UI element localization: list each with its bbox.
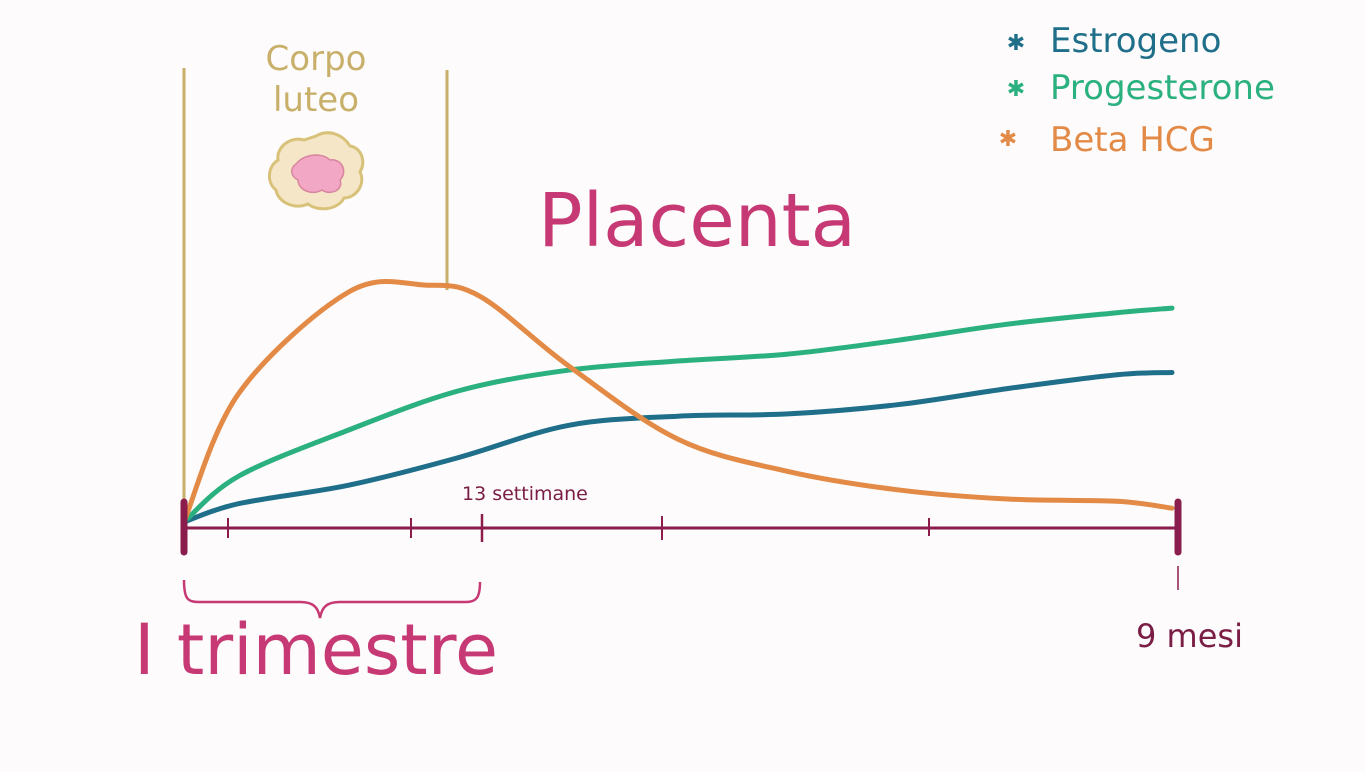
legend-beta-hcg: ✱ Beta HCG xyxy=(999,120,1215,160)
trimester-brace xyxy=(182,579,482,619)
trimester-label: I trimestre xyxy=(134,609,498,691)
legend-estrogeno-label: Estrogeno xyxy=(1050,21,1221,61)
legend-beta-hcg-marker-icon: ✱ xyxy=(999,127,1017,152)
series-line-estrogeno xyxy=(181,370,1175,525)
legend-estrogeno: ✱ Estrogeno xyxy=(1007,21,1222,61)
corpo-luteo-label-line1: Corpo xyxy=(266,39,367,79)
placenta-label: Placenta xyxy=(538,178,856,264)
legend-beta-hcg-label: Beta HCG xyxy=(1050,120,1215,160)
series-line-progesterone xyxy=(181,305,1175,525)
corpo-luteo-label-line2: luteo xyxy=(273,80,359,120)
tick-label-9-mesi: 9 mesi xyxy=(1136,617,1243,655)
legend-estrogeno-marker-icon: ✱ xyxy=(1007,31,1025,56)
series-line-beta-hcg xyxy=(181,279,1175,525)
legend-progesterone: ✱ Progesterone xyxy=(1007,68,1275,108)
corpus-luteum-illustration xyxy=(268,131,365,211)
series-layer xyxy=(181,279,1175,525)
tick-label-13-settimane: 13 settimane xyxy=(462,483,588,505)
legend-progesterone-marker-icon: ✱ xyxy=(1007,77,1025,102)
legend-progesterone-label: Progesterone xyxy=(1050,68,1275,108)
legend: ✱ Estrogeno ✱ Progesterone ✱ Beta HCG xyxy=(999,21,1275,160)
